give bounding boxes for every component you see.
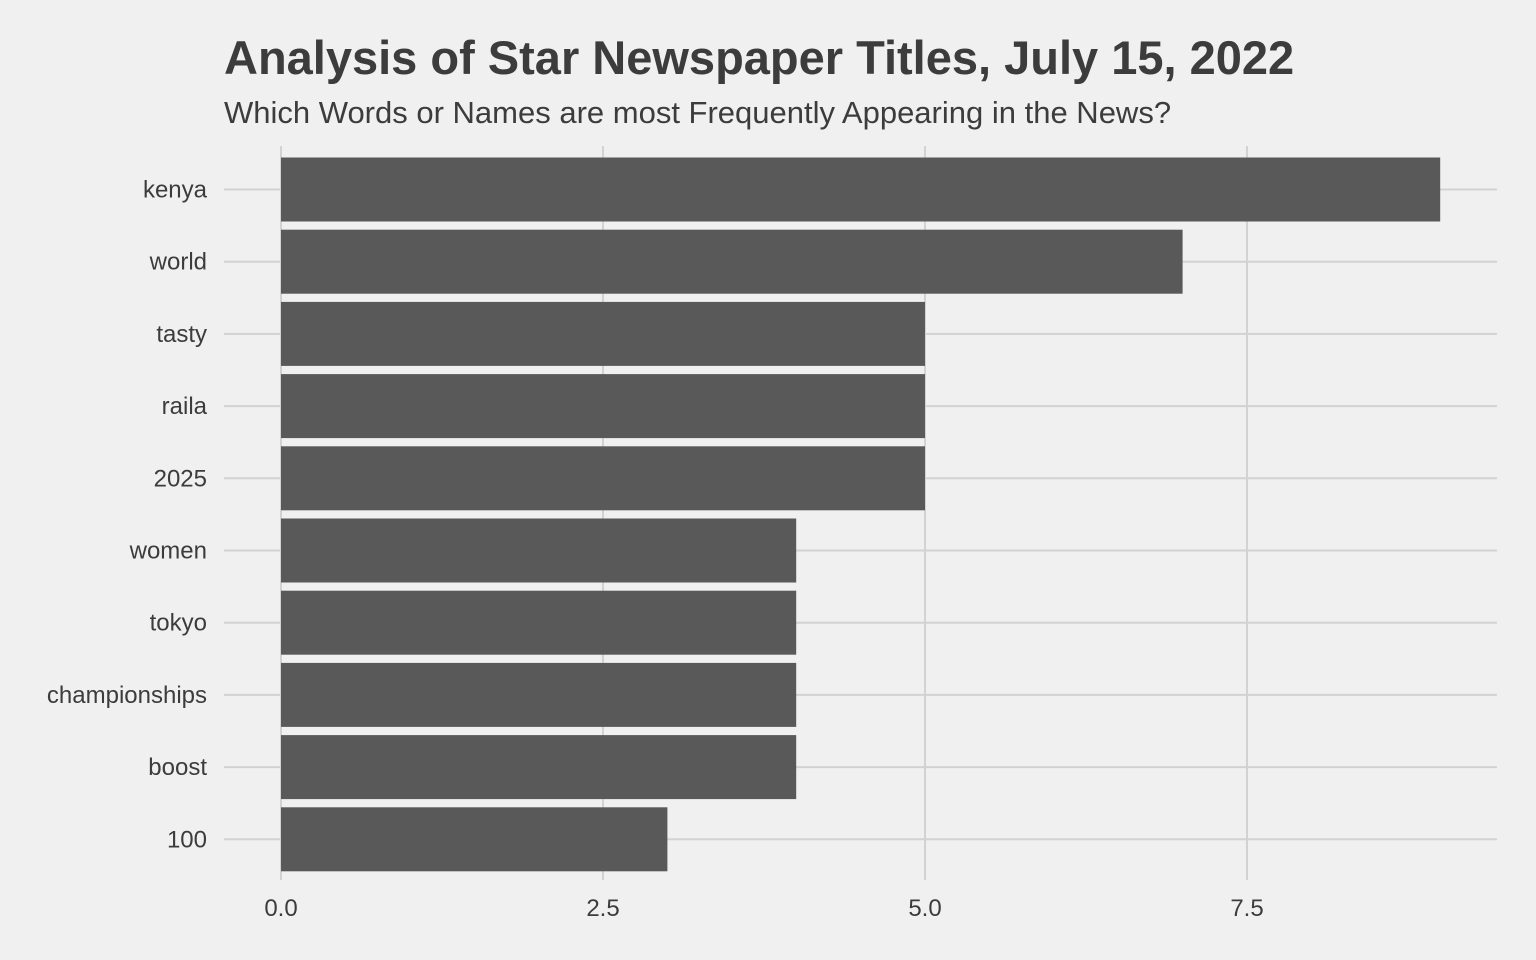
y-tick-label: tokyo [150, 610, 207, 637]
bar-tokyo [281, 590, 797, 655]
x-tick-label: 2.5 [586, 895, 619, 922]
chart-subtitle: Which Words or Names are most Frequently… [224, 95, 1172, 130]
y-tick-label: kenya [143, 177, 208, 204]
y-tick-label: 100 [167, 826, 207, 853]
y-tick-label: world [149, 249, 207, 276]
x-tick-label: 0.0 [264, 895, 297, 922]
bar-boost [281, 735, 797, 800]
y-tick-label: tasty [156, 321, 207, 348]
y-tick-label: 2025 [154, 465, 207, 492]
bar-kenya [281, 157, 1441, 222]
y-tick-label: championships [47, 682, 207, 709]
chart-title: Analysis of Star Newspaper Titles, July … [224, 31, 1295, 84]
bar-100 [281, 807, 668, 872]
y-axis-labels: kenya world tasty raila 2025 women tokyo champi… [47, 177, 208, 854]
y-tick-label: raila [162, 393, 208, 420]
x-tick-label: 5.0 [908, 895, 941, 922]
bar-tasty [281, 301, 925, 366]
bar-women [281, 518, 797, 583]
x-tick-label: 7.5 [1230, 895, 1263, 922]
y-tick-label: women [129, 538, 207, 565]
bar-raila [281, 374, 925, 439]
bar-world [281, 229, 1183, 294]
bar-2025 [281, 446, 925, 511]
bar-championships [281, 662, 797, 727]
bars [281, 157, 1441, 872]
x-axis-labels: 0.0 2.5 5.0 7.5 [264, 895, 1263, 922]
y-tick-label: boost [148, 754, 207, 781]
